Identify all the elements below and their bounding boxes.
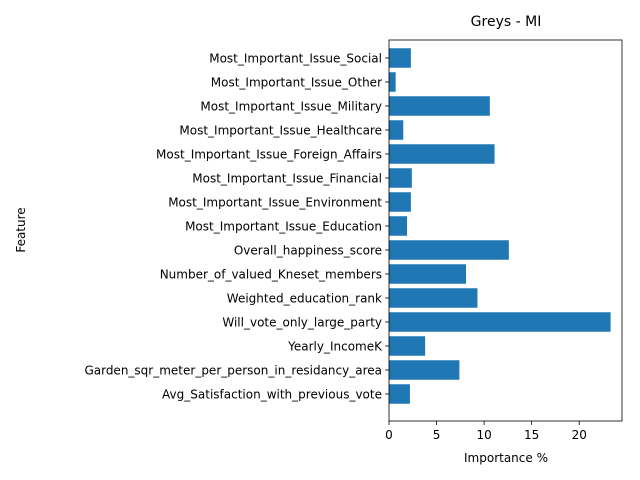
plot-frame	[388, 39, 623, 422]
y-tick-label: Number_of_valued_Kneset_members	[160, 268, 382, 282]
chart-title: Greys - MI	[471, 14, 542, 30]
y-tick-label: Avg_Satisfaction_with_previous_vote	[162, 388, 382, 402]
bar	[389, 336, 426, 356]
y-tick-label: Most_Important_Issue_Financial	[192, 172, 382, 186]
x-tick-label: 0	[385, 428, 393, 442]
x-tick-label: 10	[476, 428, 491, 442]
y-tick-label: Most_Important_Issue_Education	[185, 220, 382, 234]
bar	[389, 288, 478, 308]
y-tick-label: Garden_sqr_meter_per_person_in_residancy…	[84, 364, 382, 378]
y-tick-label: Most_Important_Issue_Foreign_Affairs	[156, 148, 382, 162]
axes-frame	[388, 39, 623, 422]
bar	[389, 264, 467, 284]
x-tick-label: 5	[433, 428, 441, 442]
bar	[389, 48, 411, 68]
y-tick-label: Most_Important_Issue_Other	[211, 76, 382, 90]
bar	[389, 72, 396, 92]
x-ticks: 0 5 10 15 20	[385, 421, 587, 442]
y-tick-label: Most_Important_Issue_Healthcare	[179, 124, 382, 138]
bar	[389, 312, 611, 332]
bar	[389, 96, 490, 116]
bar	[389, 360, 460, 380]
x-axis-label: Importance %	[464, 451, 548, 465]
bars-group	[389, 48, 611, 404]
bar	[389, 384, 410, 404]
y-tick-label: Weighted_education_rank	[227, 292, 382, 306]
x-tick-label: 15	[524, 428, 539, 442]
bar	[389, 168, 412, 188]
y-tick-label: Yearly_IncomeK	[287, 340, 383, 354]
y-tick-label: Overall_happiness_score	[234, 244, 382, 258]
y-tick-label: Most_Important_Issue_Environment	[168, 196, 382, 210]
y-tick-label: Most_Important_Issue_Social	[209, 52, 382, 66]
y-axis-label: Feature	[14, 207, 28, 252]
bar	[389, 120, 404, 140]
y-tick-labels: Avg_Satisfaction_with_previous_vote Garde…	[84, 52, 389, 402]
bar	[389, 144, 495, 164]
y-tick-label: Will_vote_only_large_party	[222, 316, 382, 330]
y-tick-label: Most_Important_Issue_Military	[200, 100, 382, 114]
x-tick-label: 20	[572, 428, 587, 442]
bar	[389, 216, 408, 236]
bar	[389, 240, 509, 260]
bar	[389, 192, 411, 212]
